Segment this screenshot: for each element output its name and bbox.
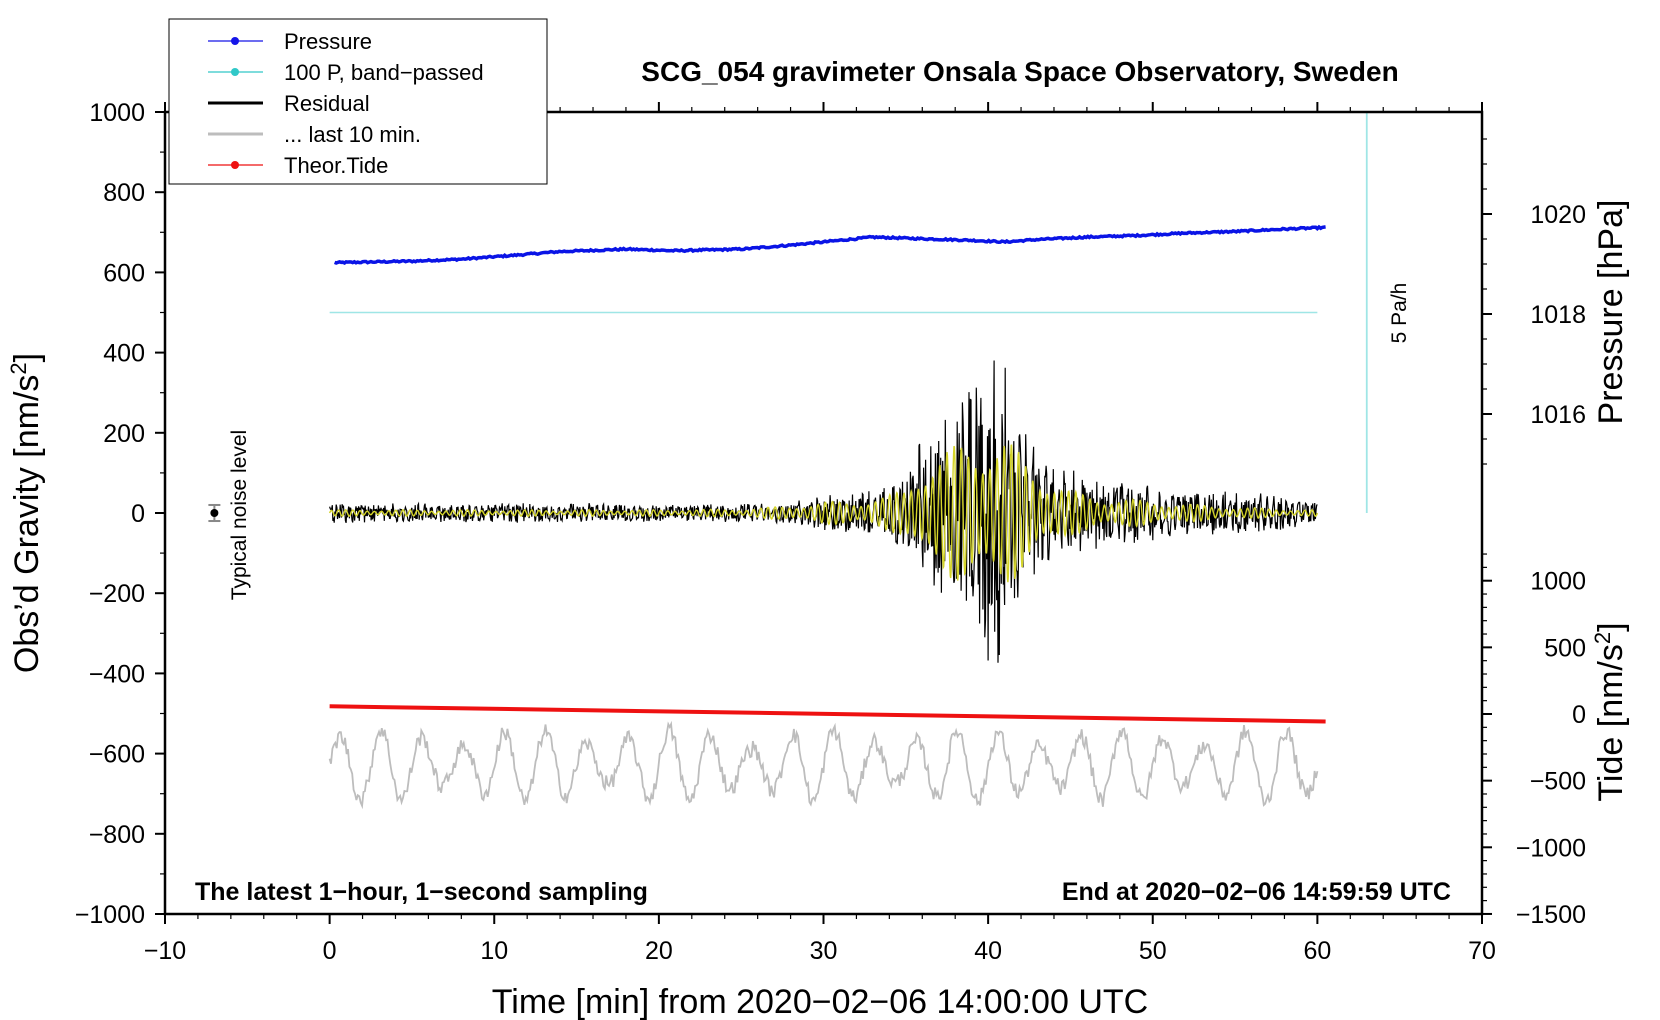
legend-marker [231, 37, 239, 45]
x-tick-label: 70 [1468, 937, 1496, 965]
y-tick-label: −600 [89, 741, 145, 769]
legend-label: ... last 10 min. [284, 122, 421, 147]
y-tick-label: 0 [131, 500, 145, 528]
tide-tick-label: 1000 [1530, 568, 1586, 596]
sampling-annotation: The latest 1−hour, 1−second sampling [195, 878, 648, 906]
legend-marker [231, 68, 239, 76]
x-tick-label: 40 [974, 937, 1002, 965]
scale-bar-label: 5 Pa/h [1388, 283, 1411, 344]
filtered-residual-line [328, 444, 1319, 583]
x-tick-label: 0 [323, 937, 337, 965]
x-axis-label: Time [min] from 2020−02−06 14:00:00 UTC [492, 983, 1148, 1020]
legend-label: Pressure [284, 29, 372, 54]
legend: Pressure 100 P, band−passed Residual ... la… [168, 18, 548, 185]
x-tick-label: 30 [810, 937, 838, 965]
y-tick-label: 800 [103, 179, 145, 207]
pressure-line [333, 224, 1326, 266]
legend-items: Pressure 100 P, band−passed Residual ... la… [208, 29, 484, 178]
x-tick-label: 60 [1303, 937, 1331, 965]
y-tick-label: −800 [89, 821, 145, 849]
chart-title: SCG_054 gravimeter Onsala Space Observat… [641, 56, 1398, 87]
y-tick-label: 200 [103, 420, 145, 448]
tide-tick-label: 500 [1544, 634, 1586, 662]
legend-label: Theor.Tide [284, 153, 388, 178]
noise-level-point [210, 509, 219, 517]
y-tick-label: 1000 [89, 99, 145, 127]
y-tick-label: −1000 [75, 901, 145, 929]
plot-content [208, 112, 1368, 810]
tide-tick-label: −1000 [1516, 834, 1586, 862]
legend-marker [231, 161, 239, 169]
x-tick-label: −10 [144, 937, 186, 965]
tide-tick-label: −500 [1530, 768, 1586, 796]
tide-axis-label: Tide [nm/s2] [1590, 622, 1630, 801]
legend-label: Residual [284, 91, 370, 116]
residual-line [329, 360, 1318, 663]
pressure-tick-label: 1020 [1530, 201, 1586, 229]
noise-level-label: Typical noise level [228, 430, 251, 600]
x-tick-label: 10 [480, 937, 508, 965]
left-axis-label: Obs’d Gravity [nm/s2] [6, 353, 46, 673]
axes: −10 0 10 20 30 40 50 60 7010008006004002000−200−… [75, 99, 1586, 965]
x-tick-label: 20 [645, 937, 673, 965]
tide-line [329, 704, 1326, 724]
y-tick-label: −200 [89, 580, 145, 608]
last-10-min-line [328, 720, 1319, 810]
y-tick-label: 600 [103, 259, 145, 287]
x-tick-label: 50 [1139, 937, 1167, 965]
pressure-axis-label: Pressure [hPa] [1592, 200, 1630, 425]
pressure-tick-label: 1018 [1530, 301, 1586, 329]
tide-tick-label: 0 [1572, 701, 1586, 729]
y-tick-label: −400 [89, 660, 145, 688]
end-time-annotation: End at 2020−02−06 14:59:59 UTC [1062, 878, 1451, 906]
y-tick-label: 400 [103, 340, 145, 368]
legend-label: 100 P, band−passed [284, 60, 484, 85]
pressure-tick-label: 1016 [1530, 401, 1586, 429]
tide-tick-label: −1500 [1516, 901, 1586, 929]
